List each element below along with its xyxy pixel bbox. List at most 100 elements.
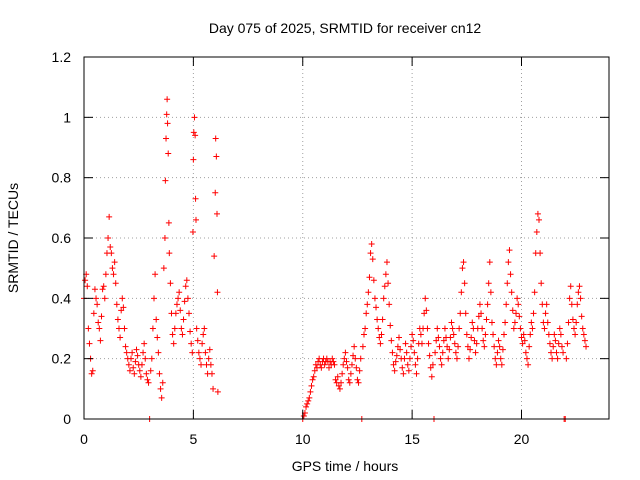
data-point <box>304 400 311 407</box>
data-point <box>525 361 532 368</box>
data-point <box>578 313 585 320</box>
data-point <box>190 156 197 163</box>
data-point <box>565 319 572 326</box>
data-point <box>404 361 411 368</box>
data-point <box>506 247 513 254</box>
data-point <box>189 349 196 356</box>
data-point <box>510 325 517 332</box>
x-axis-title: GPS time / hours <box>292 458 399 474</box>
data-point <box>184 295 191 302</box>
data-point <box>550 343 557 350</box>
data-point <box>457 310 464 317</box>
data-point <box>305 397 312 404</box>
data-point <box>341 355 348 362</box>
data-point <box>554 355 561 362</box>
data-point <box>378 331 385 338</box>
data-point <box>435 334 442 341</box>
data-point <box>502 319 509 326</box>
data-point <box>501 331 507 338</box>
data-point <box>332 376 339 383</box>
data-point <box>196 355 203 362</box>
data-point <box>303 403 310 410</box>
data-point <box>112 280 119 287</box>
data-point <box>82 277 89 284</box>
data-point <box>192 132 199 139</box>
data-point <box>529 325 536 332</box>
data-point <box>214 289 221 296</box>
data-point <box>130 364 137 371</box>
data-point <box>480 337 487 344</box>
data-point <box>166 250 173 257</box>
data-point <box>148 355 155 362</box>
data-point <box>422 295 429 302</box>
data-point <box>172 310 179 317</box>
data-point <box>402 340 409 347</box>
data-point <box>85 325 92 332</box>
data-point <box>176 289 183 296</box>
data-point <box>192 195 199 202</box>
data-point <box>462 310 469 317</box>
data-point <box>186 310 192 317</box>
data-point <box>307 388 314 395</box>
data-point <box>482 331 489 338</box>
data-point <box>344 364 351 371</box>
data-point <box>566 295 573 302</box>
data-point <box>577 295 584 302</box>
data-point <box>433 337 440 344</box>
data-point <box>377 340 384 347</box>
data-point <box>133 346 140 353</box>
data-point <box>494 349 501 356</box>
data-point <box>521 337 528 344</box>
data-point <box>105 235 112 241</box>
data-point <box>432 349 439 356</box>
data-point <box>576 283 583 290</box>
data-point <box>553 349 560 356</box>
data-point <box>132 358 139 365</box>
data-point <box>347 370 354 377</box>
data-point <box>119 295 126 302</box>
data-point <box>514 295 521 302</box>
data-point <box>385 280 392 287</box>
data-point <box>393 352 400 359</box>
y-axis-title: SRMTID / TECUs <box>5 183 21 293</box>
data-point <box>175 295 182 302</box>
data-point <box>356 367 363 374</box>
data-point <box>458 289 465 296</box>
data-point <box>207 361 214 368</box>
data-point <box>478 310 485 317</box>
data-point <box>425 340 432 347</box>
data-point <box>544 319 551 326</box>
data-point <box>455 343 462 350</box>
data-point <box>421 310 428 317</box>
data-point <box>177 307 184 314</box>
data-point <box>123 349 130 356</box>
data-point <box>201 325 208 332</box>
data-point <box>476 301 483 308</box>
data-point <box>88 370 95 377</box>
data-point <box>365 289 372 296</box>
data-point <box>390 361 397 368</box>
data-point <box>95 319 102 326</box>
data-point <box>436 343 443 350</box>
data-point <box>496 343 503 350</box>
data-point <box>352 355 359 362</box>
data-point <box>556 325 563 332</box>
data-point <box>483 316 490 323</box>
data-point <box>533 228 540 235</box>
data-point <box>93 295 100 302</box>
data-point <box>126 367 133 374</box>
data-point <box>572 331 579 338</box>
data-point <box>205 355 212 362</box>
data-point <box>162 177 169 184</box>
data-point <box>367 250 374 257</box>
data-point <box>504 280 511 287</box>
data-point <box>90 310 97 317</box>
data-point <box>488 319 495 326</box>
data-point <box>508 289 515 296</box>
data-point <box>163 111 170 118</box>
data-point <box>574 301 581 308</box>
data-point <box>499 346 506 353</box>
data-point <box>575 289 582 296</box>
data-point <box>89 367 96 374</box>
